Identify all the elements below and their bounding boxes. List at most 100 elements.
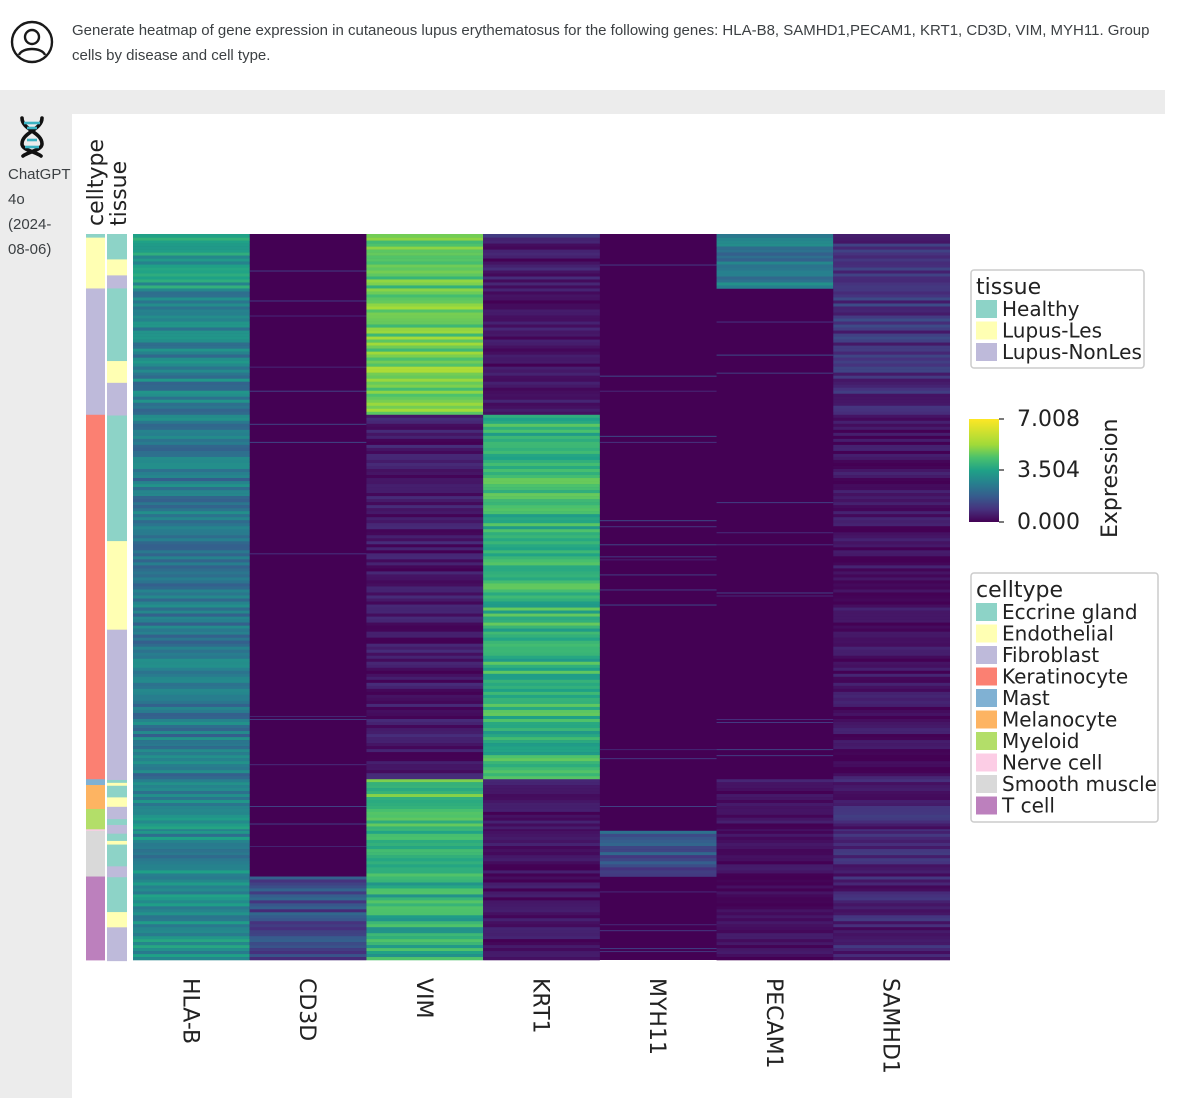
heatmap-cell: [833, 734, 950, 738]
heatmap-cell: [133, 541, 250, 545]
heatmap-cell: [133, 622, 250, 626]
heatmap-cell: [599, 852, 717, 856]
heatmap-cell: [366, 906, 484, 910]
heatmap-cell: [366, 682, 484, 687]
heatmap-cell: [366, 652, 484, 657]
celltype-block: [86, 288, 105, 416]
heatmap-cell: [716, 258, 834, 262]
heatmap-cell: [483, 800, 600, 804]
heatmap-cell: [366, 306, 484, 310]
heatmap-cell: [366, 399, 484, 404]
heatmap-cell: [133, 885, 250, 889]
heatmap-cell: [833, 767, 950, 771]
heatmap-cell: [599, 526, 717, 528]
heatmap-cell: [833, 685, 950, 690]
heatmap-cell: [833, 715, 950, 720]
celltype-block: [86, 779, 105, 786]
heatmap-cell: [483, 731, 600, 735]
heatmap-cell: [483, 945, 600, 949]
heatmap-cell: [366, 402, 484, 407]
heatmap-cell: [483, 628, 600, 632]
heatmap-cell: [833, 649, 950, 654]
heatmap-cell: [833, 921, 950, 925]
heatmap-cell: [833, 411, 950, 416]
heatmap-cell: [483, 830, 600, 835]
heatmap-cell: [483, 939, 600, 943]
heatmap-cell: [133, 547, 250, 551]
heatmap-cell: [833, 562, 950, 566]
heatmap-cell: [366, 676, 484, 681]
heatmap-cell: [133, 721, 250, 726]
heatmap-cell: [366, 728, 484, 732]
heatmap-cell: [483, 493, 600, 497]
heatmap-cell: [599, 589, 717, 591]
heatmap-svg: celltype tissue HLA-B CD3D VIM KRT1 MYH11 PEC…: [84, 139, 1159, 1074]
heatmap-cell: [133, 628, 250, 632]
heatmap-cell: [366, 496, 484, 500]
heatmap-cell: [133, 465, 250, 470]
heatmap-cell: [716, 867, 834, 871]
heatmap-cell: [366, 823, 484, 827]
gene-label: CD3D: [294, 978, 319, 1041]
heatmap-cell: [366, 667, 484, 672]
heatmap-cell: [716, 721, 834, 723]
heatmap-cell: [133, 378, 250, 382]
heatmap-cell: [483, 273, 600, 277]
heatmap-cell: [133, 945, 250, 949]
heatmap-cell: [483, 715, 600, 720]
heatmap-cell: [133, 849, 250, 853]
heatmap-cell: [483, 728, 600, 732]
heatmap-cell: [833, 589, 950, 593]
heatmap-cell: [483, 390, 600, 395]
heatmap-cell: [483, 909, 600, 913]
heatmap-cell: [833, 258, 950, 262]
heatmap-cell: [133, 267, 250, 271]
heatmap-cell: [833, 891, 950, 895]
heatmap-cell: [366, 808, 484, 813]
tissue-block: [107, 866, 127, 878]
heatmap-cell: [366, 393, 484, 398]
tissue-block: [107, 824, 127, 835]
heatmap-cell: [249, 876, 367, 880]
heatmap-cell: [599, 805, 717, 807]
heatmap-cell: [133, 652, 250, 657]
heatmap-cell: [133, 655, 250, 660]
tissue-annotation-track: [107, 234, 127, 962]
heatmap-cell: [716, 749, 834, 751]
tissue-block: [107, 840, 127, 845]
heatmap-cell: [133, 855, 250, 859]
heatmap-cell: [833, 918, 950, 922]
heatmap-cell: [833, 565, 950, 569]
heatmap-cell: [133, 529, 250, 533]
heatmap-cell: [599, 839, 717, 844]
heatmap-cell: [366, 888, 484, 892]
heatmap-cell: [483, 517, 600, 521]
heatmap-cell: [133, 625, 250, 629]
heatmap-cell: [366, 718, 484, 723]
heatmap-cell: [483, 915, 600, 919]
heatmap-cell: [833, 643, 950, 647]
heatmap-cell: [483, 770, 600, 774]
heatmap-cell: [833, 817, 950, 821]
heatmap-cell: [833, 306, 950, 310]
heatmap-cell: [366, 468, 484, 473]
heatmap-cell: [483, 721, 600, 726]
heatmap-cell: [133, 366, 250, 370]
heatmap-cell: [249, 390, 367, 392]
celltype-block: [86, 808, 105, 830]
tissue-block: [107, 288, 127, 362]
heatmap-cell: [483, 363, 600, 367]
heatmap-cell: [133, 450, 250, 455]
heatmap-cell: [133, 270, 250, 274]
heatmap-cell: [133, 279, 250, 283]
heatmap-cell: [366, 351, 484, 355]
heatmap-cell: [366, 408, 484, 413]
heatmap-cell: [716, 279, 834, 283]
heatmap-cell: [833, 903, 950, 907]
heatmap-cell: [833, 339, 950, 343]
legend-swatch: [976, 732, 997, 750]
heatmap-cell: [483, 755, 600, 759]
heatmap-cell: [599, 836, 717, 841]
legend-label: Myeloid: [1002, 729, 1079, 753]
heatmap-cell: [599, 864, 717, 868]
